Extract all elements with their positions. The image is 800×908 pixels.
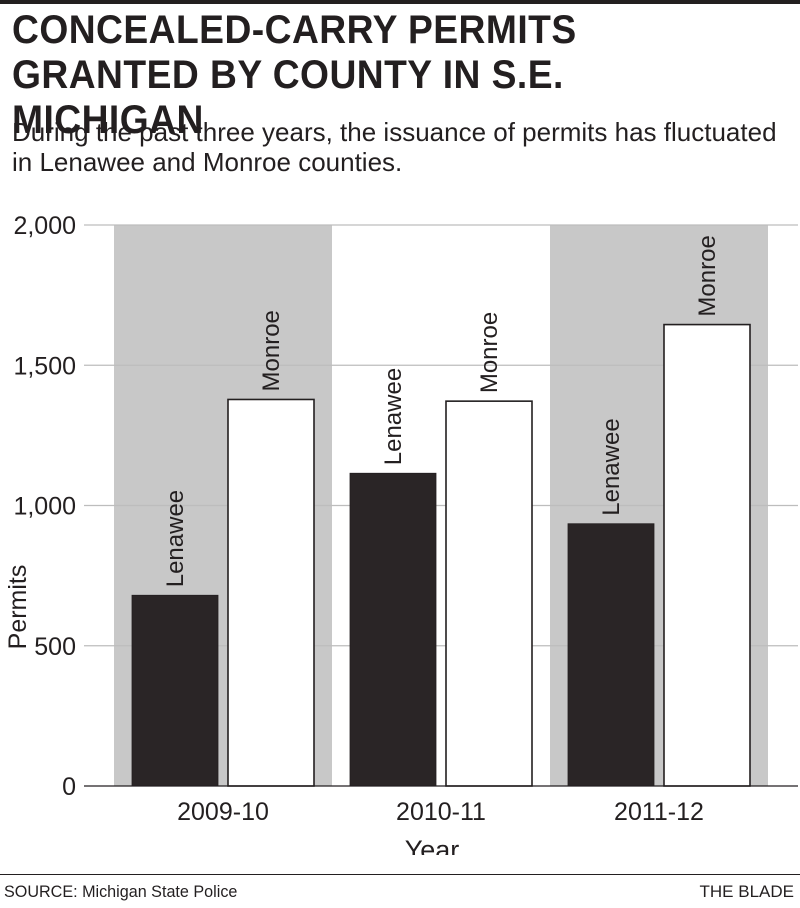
x-axis-ticks: 2009-10 2010-11 2011-12 bbox=[177, 798, 704, 826]
bar-label-monroe: Monroe bbox=[258, 310, 285, 391]
bar-lenawee bbox=[567, 523, 655, 787]
y-tick-label: 1,500 bbox=[13, 352, 76, 380]
bar-lenawee bbox=[349, 472, 437, 787]
y-tick-label: 2,000 bbox=[13, 212, 76, 240]
chart-subtitle: During the past three years, the issuanc… bbox=[12, 117, 777, 177]
bars bbox=[131, 323, 751, 787]
top-rule bbox=[0, 0, 800, 4]
y-tick-label: 0 bbox=[62, 773, 76, 801]
source-note: SOURCE: Michigan State Police bbox=[4, 882, 238, 901]
x-axis-label: Year bbox=[405, 835, 460, 855]
bar-label-lenawee: Lenawee bbox=[162, 490, 189, 587]
bar-monroe bbox=[663, 323, 751, 787]
y-axis-ticks: 0 500 1,000 1,500 2,000 bbox=[13, 212, 76, 801]
bar-monroe bbox=[227, 398, 315, 787]
bar-monroe bbox=[445, 400, 533, 787]
publisher-credit: THE BLADE bbox=[699, 882, 794, 901]
y-tick-label: 1,000 bbox=[13, 493, 76, 521]
y-tick-label: 500 bbox=[34, 633, 76, 661]
footer-rule bbox=[0, 874, 800, 875]
bar-labels: Lenawee Monroe Lenawee Monroe Lenawee Monroe bbox=[162, 235, 721, 587]
bar-label-lenawee: Lenawee bbox=[380, 368, 407, 465]
bar-label-monroe: Monroe bbox=[476, 312, 503, 393]
y-axis-label: Permits bbox=[4, 565, 32, 650]
x-tick-label: 2010-11 bbox=[396, 798, 486, 826]
chart-title: CONCEALED-CARRY PERMITS GRANTED BY COUNT… bbox=[12, 8, 577, 142]
bar-label-monroe: Monroe bbox=[694, 235, 721, 316]
x-tick-label: 2009-10 bbox=[177, 798, 269, 826]
bar-lenawee bbox=[131, 594, 219, 787]
bar-label-lenawee: Lenawee bbox=[598, 418, 625, 515]
x-tick-label: 2011-12 bbox=[614, 798, 704, 826]
